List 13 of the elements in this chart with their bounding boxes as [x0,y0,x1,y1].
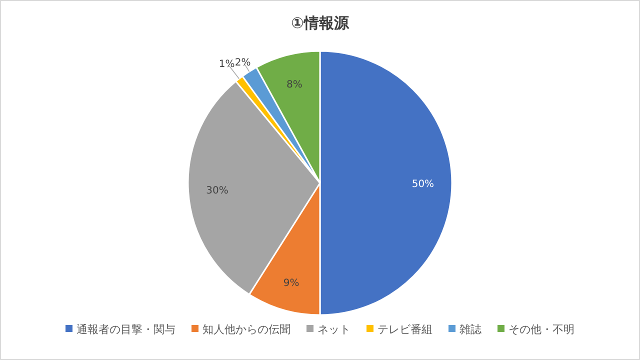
data-label: 1% [218,58,235,70]
data-label: 50% [412,179,434,190]
legend-label: 雑誌 [460,323,482,336]
chart-title: ①情報源 [291,14,350,32]
data-label: 9% [283,278,300,289]
data-label: 30% [206,185,228,196]
data-label: 2% [234,57,251,68]
legend-label: その他・不明 [508,323,574,336]
legend-label: ネット [318,323,350,336]
data-label: 8% [286,79,302,90]
legend-label: 通報者の目撃・関与 [76,323,176,336]
legend-label: 知人他からの伝聞 [202,323,290,336]
legend-label: テレビ番組 [378,323,432,336]
